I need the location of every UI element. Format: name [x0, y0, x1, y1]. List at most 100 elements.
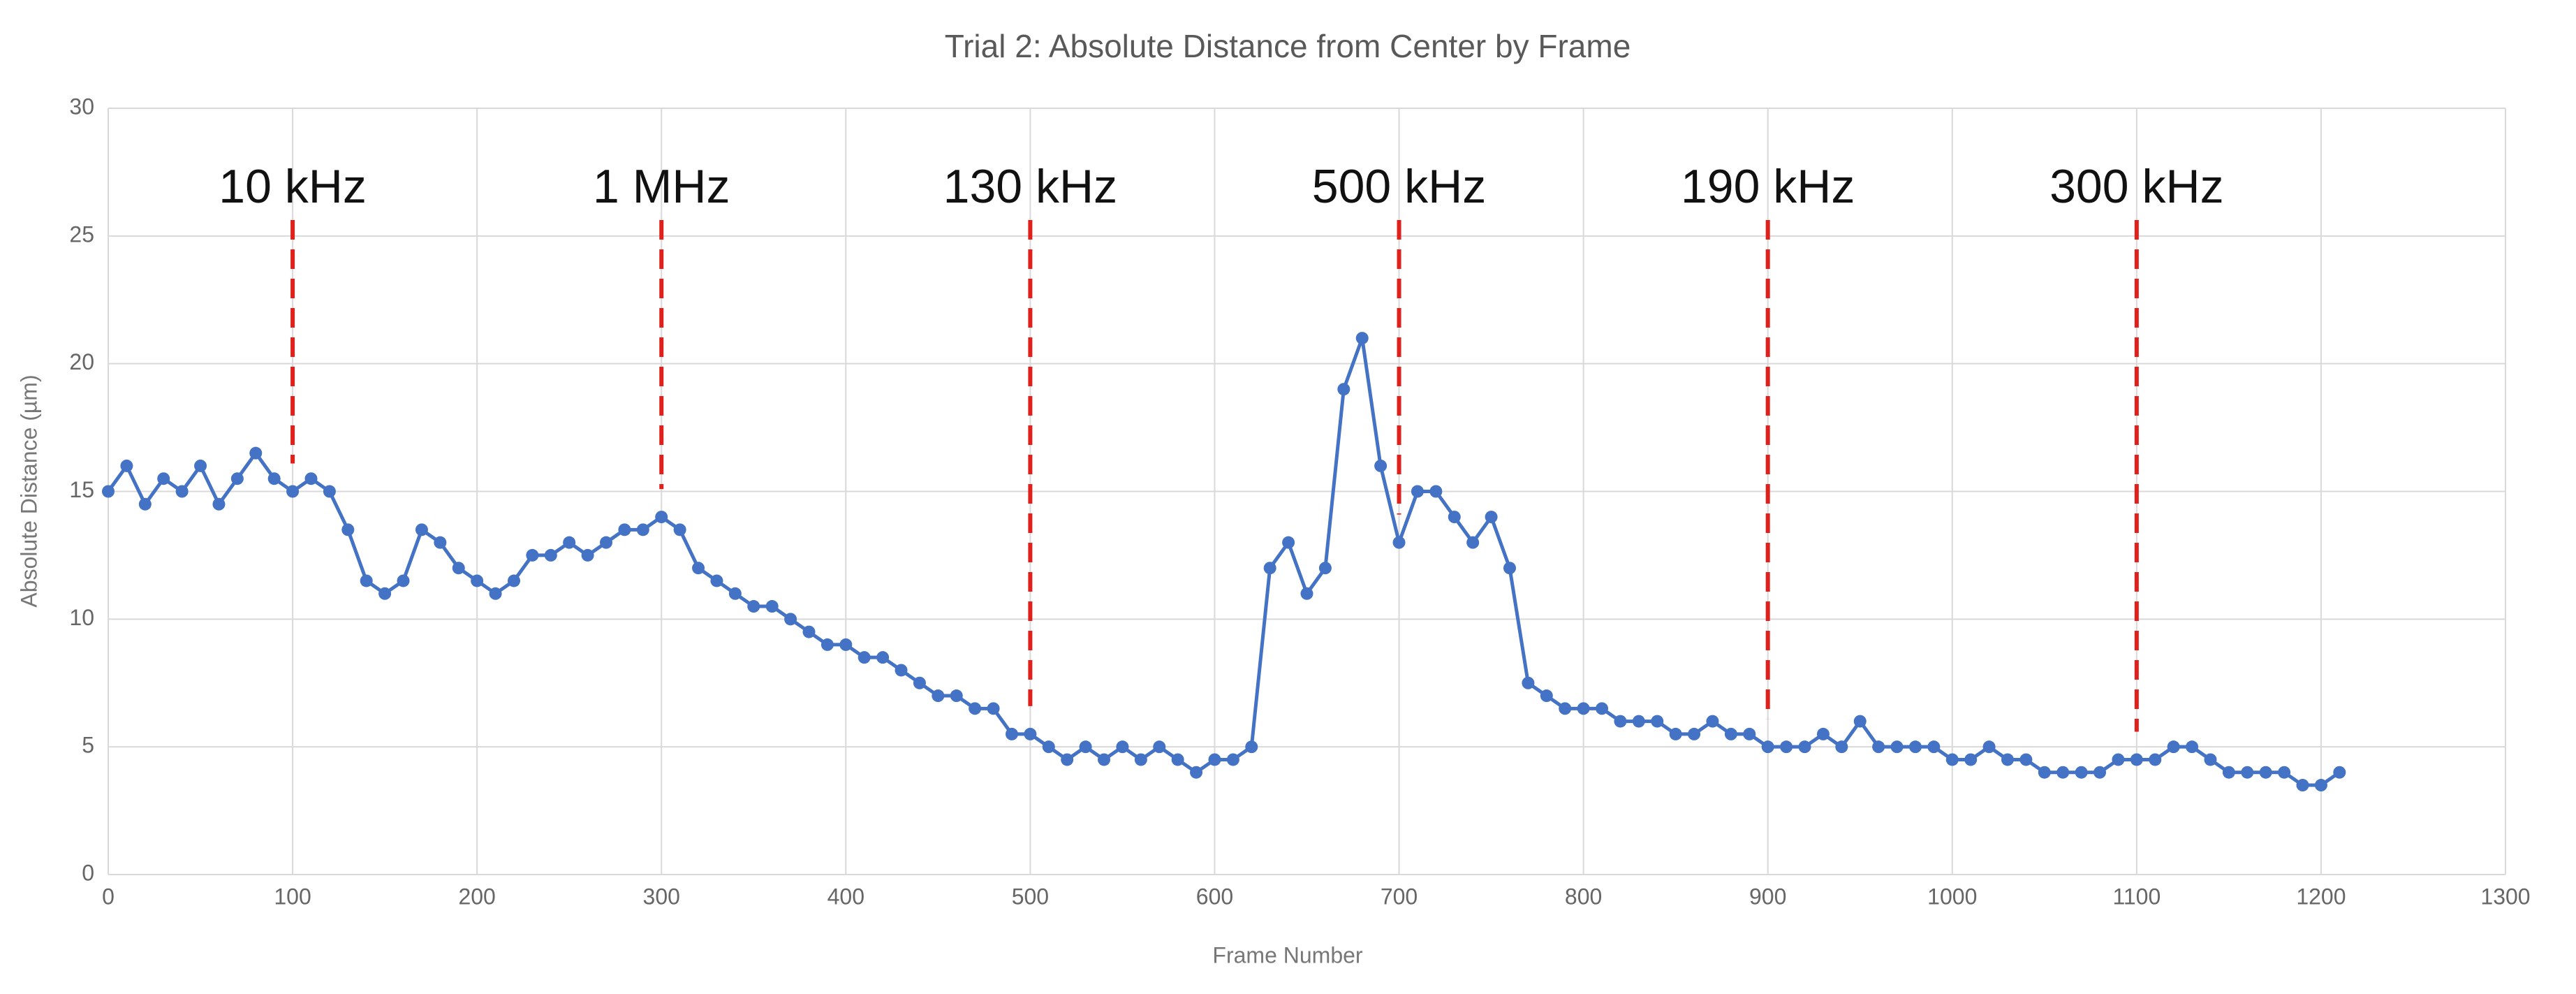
data-point [1171, 753, 1184, 766]
y-tick-label: 20 [69, 349, 94, 374]
data-point [692, 562, 705, 575]
data-point [2296, 779, 2309, 792]
x-tick-label: 200 [458, 884, 495, 909]
data-point [286, 485, 300, 498]
data-point [138, 497, 152, 511]
data-point [1761, 740, 1774, 754]
data-point [1337, 383, 1350, 396]
data-point [1908, 740, 1922, 754]
annotation-label: 130 kHz [943, 160, 1117, 213]
data-point [249, 446, 263, 460]
data-point [1853, 715, 1867, 728]
annotation-label: 500 kHz [1312, 160, 1486, 213]
data-point [1392, 536, 1406, 549]
data-point [932, 689, 945, 703]
data-point [2019, 753, 2033, 766]
data-point [1282, 536, 1295, 549]
x-tick-label: 1100 [2112, 884, 2161, 909]
data-point [1724, 727, 1737, 740]
data-point [747, 600, 760, 613]
data-point [1706, 715, 1719, 728]
data-point [858, 651, 871, 664]
annotation-label: 190 kHz [1681, 160, 1855, 213]
data-point [2314, 779, 2327, 792]
x-tick-label: 1300 [2480, 884, 2530, 909]
data-point [1355, 332, 1369, 345]
data-point [1743, 727, 1756, 740]
data-point [876, 651, 890, 664]
data-point [397, 574, 410, 587]
data-point [820, 638, 834, 651]
data-point [1816, 727, 1830, 740]
data-point [2130, 753, 2143, 766]
data-point [1116, 740, 1129, 754]
data-point [1540, 689, 1553, 703]
data-point [1503, 562, 1516, 575]
data-point [1798, 740, 1811, 754]
data-point [544, 548, 557, 562]
data-point [157, 472, 170, 485]
data-point [1577, 702, 1590, 715]
data-point [1522, 676, 1535, 689]
y-tick-label: 15 [69, 477, 94, 502]
data-point [1300, 587, 1313, 600]
data-point [765, 600, 779, 613]
data-point [1927, 740, 1941, 754]
data-point [1448, 511, 1461, 524]
data-point [1411, 485, 1424, 498]
data-point [2038, 766, 2051, 779]
x-tick-label: 0 [102, 884, 115, 909]
y-axis-label: Absolute Distance (µm) [16, 374, 41, 607]
data-point [378, 587, 392, 600]
data-point [1651, 715, 1664, 728]
data-point [950, 689, 963, 703]
data-point [1964, 753, 1978, 766]
data-point [102, 485, 115, 498]
x-tick-label: 600 [1196, 884, 1233, 909]
data-point [673, 523, 686, 536]
data-point [895, 664, 908, 677]
y-tick-label: 25 [69, 221, 94, 247]
data-point [1318, 562, 1332, 575]
data-point [1429, 485, 1443, 498]
chart-title: Trial 2: Absolute Distance from Center b… [945, 28, 1631, 64]
data-point [526, 548, 539, 562]
y-tick-label: 0 [82, 860, 94, 885]
data-point [1780, 740, 1793, 754]
data-point [360, 574, 373, 587]
data-point [1596, 702, 1609, 715]
data-point [1263, 562, 1276, 575]
data-point [434, 536, 447, 549]
data-point [969, 702, 982, 715]
data-point [471, 574, 484, 587]
data-point [1134, 753, 1147, 766]
data-point [2149, 753, 2162, 766]
data-point [1688, 727, 1701, 740]
data-point [600, 536, 613, 549]
data-point [1079, 740, 1092, 754]
x-axis-label: Frame Number [1212, 942, 1363, 967]
data-point [784, 613, 797, 626]
data-point [2278, 766, 2291, 779]
data-point [2075, 766, 2088, 779]
data-point [1945, 753, 1959, 766]
data-point [1872, 740, 1885, 754]
data-point [581, 548, 594, 562]
data-point [636, 523, 649, 536]
data-point [194, 459, 207, 472]
data-point [507, 574, 520, 587]
data-point [1614, 715, 1627, 728]
data-point [2167, 740, 2180, 754]
data-point [1982, 740, 1996, 754]
y-tick-label: 30 [69, 94, 94, 119]
data-point [987, 702, 1000, 715]
y-tick-label: 10 [69, 605, 94, 630]
data-point [1669, 727, 1682, 740]
data-point [2093, 766, 2107, 779]
data-point [2001, 753, 2014, 766]
data-point [1098, 753, 1111, 766]
data-point [618, 523, 631, 536]
x-tick-label: 1000 [1927, 884, 1977, 909]
